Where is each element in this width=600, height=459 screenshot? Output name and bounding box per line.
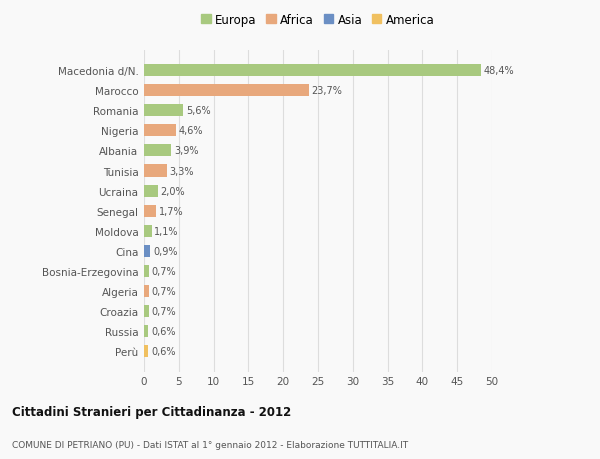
- Bar: [144, 285, 149, 297]
- Text: 23,7%: 23,7%: [312, 86, 343, 96]
- Text: 1,1%: 1,1%: [154, 226, 179, 236]
- Bar: [144, 85, 309, 97]
- Text: 5,6%: 5,6%: [186, 106, 211, 116]
- Text: 0,7%: 0,7%: [152, 266, 176, 276]
- Bar: [144, 185, 158, 197]
- Bar: [144, 105, 183, 117]
- Text: Cittadini Stranieri per Cittadinanza - 2012: Cittadini Stranieri per Cittadinanza - 2…: [12, 405, 291, 419]
- Bar: [144, 265, 149, 277]
- Bar: [144, 225, 152, 237]
- Text: 0,9%: 0,9%: [153, 246, 178, 256]
- Bar: [144, 245, 150, 257]
- Text: 48,4%: 48,4%: [484, 66, 514, 76]
- Text: 0,6%: 0,6%: [151, 326, 175, 336]
- Bar: [144, 205, 156, 217]
- Text: 3,3%: 3,3%: [170, 166, 194, 176]
- Text: 2,0%: 2,0%: [161, 186, 185, 196]
- Bar: [144, 145, 171, 157]
- Bar: [144, 165, 167, 177]
- Bar: [144, 125, 176, 137]
- Text: 4,6%: 4,6%: [179, 126, 203, 136]
- Bar: [144, 65, 481, 77]
- Text: 0,7%: 0,7%: [152, 306, 176, 316]
- Bar: [144, 305, 149, 317]
- Text: COMUNE DI PETRIANO (PU) - Dati ISTAT al 1° gennaio 2012 - Elaborazione TUTTITALI: COMUNE DI PETRIANO (PU) - Dati ISTAT al …: [12, 441, 408, 449]
- Bar: [144, 325, 148, 337]
- Text: 0,6%: 0,6%: [151, 346, 175, 356]
- Text: 0,7%: 0,7%: [152, 286, 176, 296]
- Text: 1,7%: 1,7%: [158, 206, 183, 216]
- Legend: Europa, Africa, Asia, America: Europa, Africa, Asia, America: [199, 11, 437, 29]
- Bar: [144, 345, 148, 357]
- Text: 3,9%: 3,9%: [174, 146, 199, 156]
